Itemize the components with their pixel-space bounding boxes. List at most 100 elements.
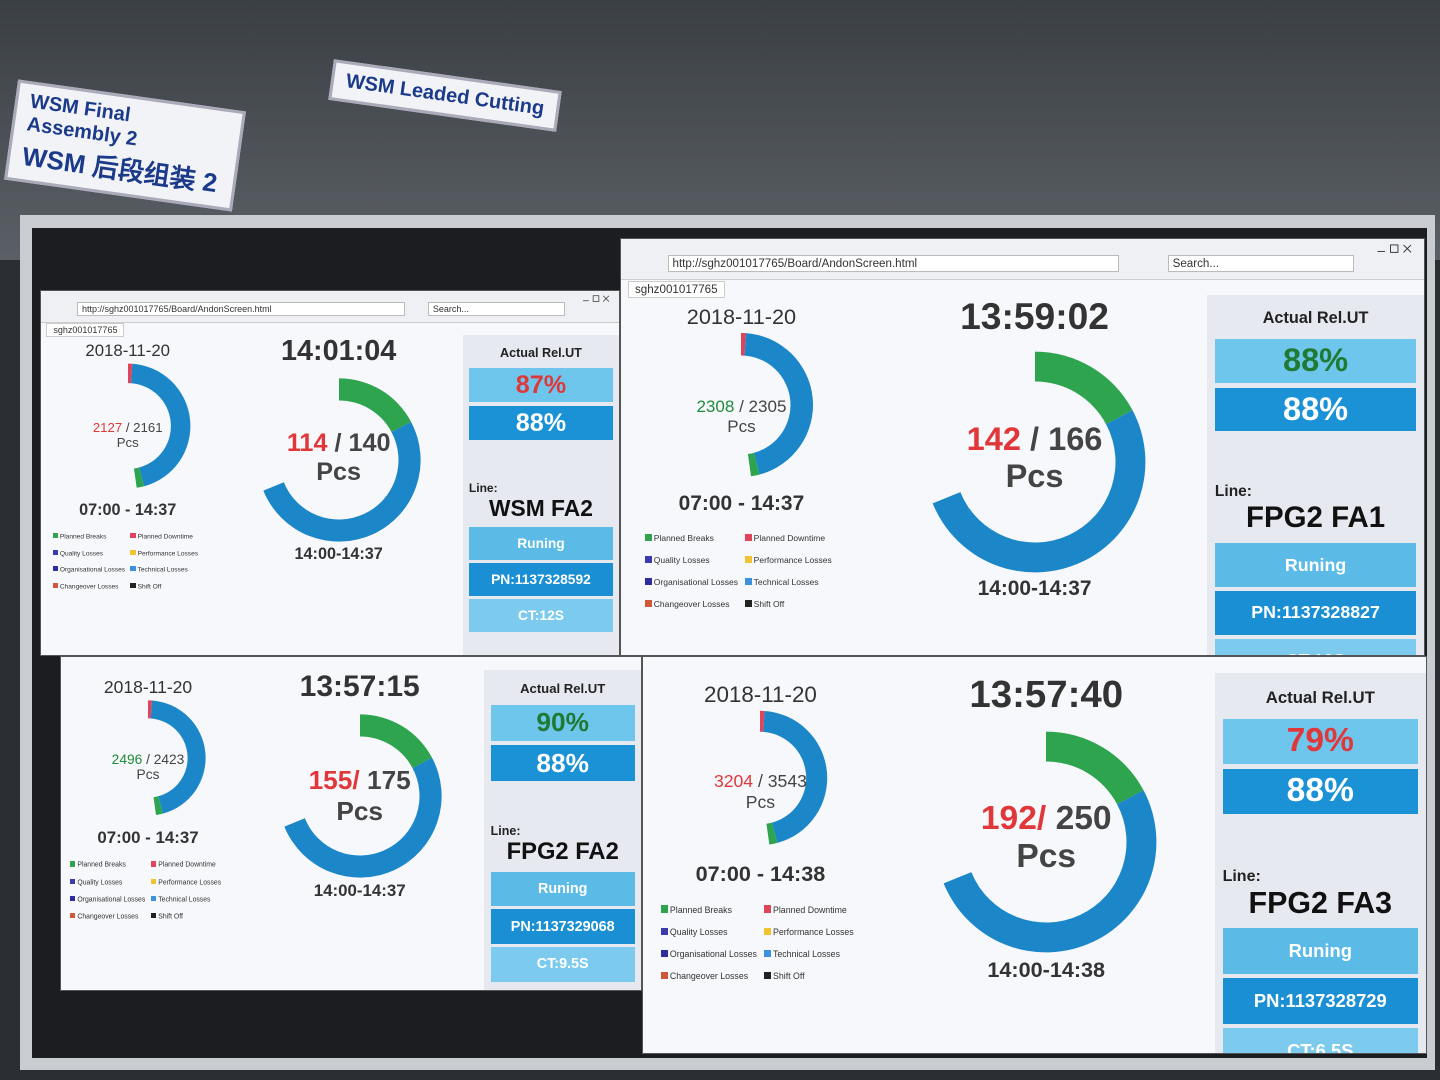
count-unit: Pcs <box>745 791 776 812</box>
dashboard: 2018-11-20 2127 / 2161 Pcs 07:00 - 14:37… <box>41 323 619 655</box>
hour-column: 13:59:02 142 / 166 Pcs 14:00-14:37 <box>862 295 1207 655</box>
date: 2018-11-20 <box>686 303 797 329</box>
window-buttons <box>1377 244 1411 253</box>
count-plan: / 2161 <box>125 419 163 435</box>
rel-ut-target: 88% <box>490 745 635 782</box>
legend-item: Performance Losses <box>764 927 860 937</box>
count: 114 / 140 Pcs <box>254 429 424 487</box>
shift-column: 2018-11-20 2496 / 2423 Pcs 07:00 - 14:37… <box>61 670 235 991</box>
legend-item: Planned Breaks <box>53 533 126 540</box>
dashboard: 2018-11-20 2496 / 2423 Pcs 07:00 - 14:37… <box>61 657 641 990</box>
part-number: PN:1137328592 <box>468 563 613 597</box>
donut <box>741 332 814 476</box>
clock: 13:59:02 <box>960 295 1109 338</box>
legend-item: Changeover Losses <box>645 599 738 609</box>
shift-donut: 2127 / 2161 Pcs <box>63 361 193 491</box>
shift-time: 07:00 - 14:38 <box>695 860 826 886</box>
legend-item: Shift Off <box>764 971 860 981</box>
shift-time: 07:00 - 14:37 <box>97 827 199 847</box>
legend-item: Organisational Losses <box>53 566 125 573</box>
shift-column: 2018-11-20 2127 / 2161 Pcs 07:00 - 14:37… <box>41 335 214 655</box>
andon-panel: http://sghz001017765/Board/AndonScreen.h… <box>620 238 1425 656</box>
hour-period: 14:00-14:38 <box>987 956 1106 982</box>
count-unit: Pcs <box>1016 838 1077 876</box>
legend: Planned Breaks Planned Downtime Quality Lo… <box>53 533 203 590</box>
legend-item: Technical Losses <box>130 566 203 573</box>
hour-donut: 142 / 166 Pcs <box>920 347 1150 577</box>
donut-segment <box>150 700 206 814</box>
legend-item: Shift Off <box>745 599 838 609</box>
count: 142 / 166 Pcs <box>920 421 1150 495</box>
count-unit: Pcs <box>136 766 160 782</box>
legend-item: Changeover Losses <box>53 583 126 590</box>
count-unit: Pcs <box>1005 457 1064 494</box>
count: 2308 / 2305 Pcs <box>666 397 816 437</box>
legend-item: Organisational Losses <box>645 577 738 587</box>
count: 155/ 175 Pcs <box>275 765 445 827</box>
line-label: Line: <box>1214 483 1252 501</box>
rel-ut-actual: 88% <box>1214 339 1417 383</box>
donut-segment <box>127 363 133 384</box>
legend: Planned Breaks Planned Downtime Quality Lo… <box>70 861 226 920</box>
line-name: FPG2 FA2 <box>506 837 619 865</box>
legend-item: Planned Downtime <box>151 861 226 869</box>
legend-item: Planned Downtime <box>130 533 203 540</box>
legend-item: Quality Losses <box>70 879 145 886</box>
count-plan: / 166 <box>1030 420 1103 457</box>
count-done: 2308 <box>696 397 735 417</box>
info-column: Actual Rel.UT 88% 88% Line: FPG2 FA1 Run… <box>1207 295 1424 655</box>
count-done: 142 <box>966 420 1021 457</box>
shift-time: 07:00 - 14:37 <box>79 501 177 520</box>
andon-panel: 2018-11-20 2496 / 2423 Pcs 07:00 - 14:37… <box>60 656 642 991</box>
legend-item: Performance Losses <box>745 555 838 565</box>
andon-panel: http://sghz001017765/Board/AndonScreen.h… <box>40 290 620 656</box>
legend-item: Planned Downtime <box>745 533 838 543</box>
donut-segment <box>766 822 778 845</box>
shift-column: 2018-11-20 3204 / 3543 Pcs 07:00 - 14:38… <box>643 673 878 1053</box>
status: Runing <box>490 871 635 907</box>
donut-segment <box>262 421 421 542</box>
browser-chrome: http://sghz001017765/Board/AndonScreen.h… <box>621 239 1424 299</box>
rel-ut-actual: 87% <box>468 368 613 403</box>
info-column: Actual Rel.UT 87% 88% Line: WSM FA2 Runi… <box>462 334 619 655</box>
count-unit: Pcs <box>116 434 139 450</box>
count-done: 2127 <box>92 419 123 435</box>
clock: 13:57:15 <box>299 669 420 703</box>
shift-column: 2018-11-20 2308 / 2305 Pcs 07:00 - 14:37… <box>621 295 862 655</box>
status: Runing <box>1214 543 1417 588</box>
search-box: Search... <box>1167 254 1355 272</box>
rel-ut-target: 88% <box>1214 387 1417 432</box>
legend-item: Technical Losses <box>764 949 860 959</box>
legend-item: Planned Breaks <box>661 905 757 915</box>
address-bar: http://sghz001017765/Board/AndonScreen.h… <box>667 254 1120 272</box>
donut-segment <box>1034 351 1133 425</box>
clock: 13:57:40 <box>969 673 1124 716</box>
count: 2496 / 2423 Pcs <box>88 752 208 782</box>
cycle-time: CT:12S <box>468 598 613 632</box>
status: Runing <box>468 527 613 561</box>
line-name: FPG2 FA1 <box>1246 501 1386 535</box>
browser-chrome: http://sghz001017765/Board/AndonScreen.h… <box>41 291 619 337</box>
count-done: 114 <box>286 429 328 458</box>
rel-ut-target: 88% <box>1222 768 1418 814</box>
legend-item: Quality Losses <box>645 555 738 565</box>
donut <box>127 363 191 489</box>
donut <box>284 714 442 878</box>
legend-item: Shift Off <box>130 583 203 590</box>
info-column: Actual Rel.UT 79% 88% Line: FPG2 FA3 Run… <box>1214 673 1426 1053</box>
hour-column: 13:57:40 192/ 250 Pcs 14:00-14:38 <box>878 673 1215 1053</box>
legend-item: Shift Off <box>151 913 226 920</box>
legend-item: Organisational Losses <box>70 896 145 903</box>
legend-item: Organisational Losses <box>661 949 757 959</box>
donut <box>932 351 1145 573</box>
cycle-time: CT:10S <box>1214 638 1417 655</box>
hour-period: 14:00-14:37 <box>313 881 406 900</box>
search-box: Search... <box>427 302 565 317</box>
count-unit: Pcs <box>316 458 362 487</box>
count: 2127 / 2161 Pcs <box>63 420 193 450</box>
rel-ut-title: Actual Rel.UT <box>1265 687 1375 707</box>
count-plan: 250 <box>1055 800 1112 838</box>
legend-item: Performance Losses <box>130 550 203 557</box>
hour-period: 14:00-14:37 <box>294 544 383 563</box>
line-label: Line: <box>468 480 498 495</box>
